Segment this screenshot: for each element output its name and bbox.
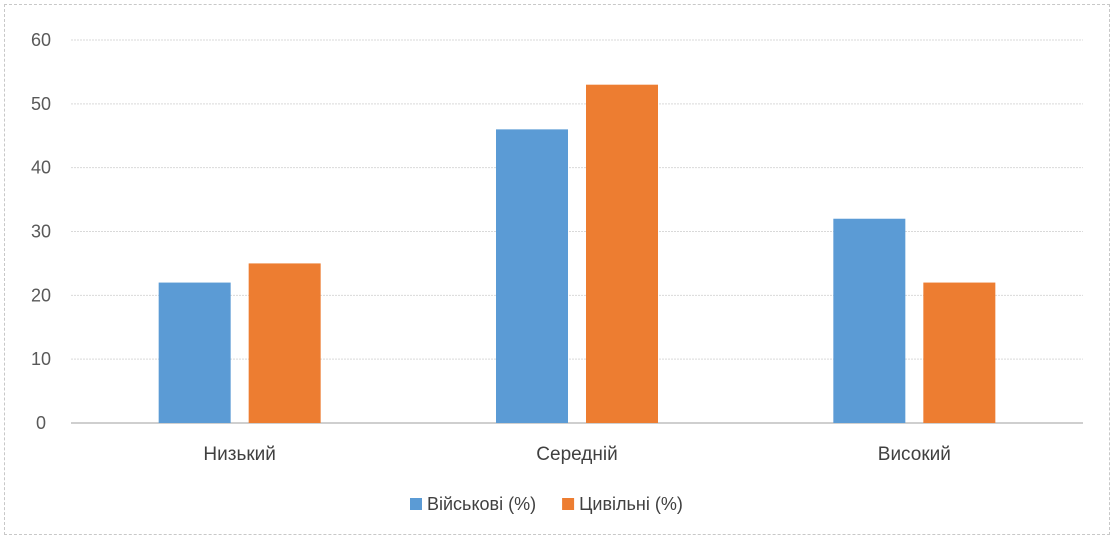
x-tick-label: Низький (203, 444, 275, 465)
bars (158, 84, 996, 423)
y-tick-label: 30 (31, 222, 51, 242)
y-tick-label: 50 (31, 94, 51, 114)
bar-series-2 (586, 84, 658, 423)
x-axis-labels: Низький Середній Високий (203, 444, 950, 465)
y-tick-label: 60 (31, 30, 51, 50)
y-tick-label: 40 (31, 158, 51, 178)
bar-series-2 (923, 282, 996, 423)
x-tick-label: Високий (878, 444, 951, 465)
y-tick-label: 0 (36, 413, 46, 433)
y-tick-label: 20 (31, 285, 51, 305)
legend-swatch (562, 498, 575, 510)
legend-swatch (410, 498, 422, 510)
legend: Військові (%) Цивільні (%) (410, 494, 683, 514)
bar-series-1 (158, 282, 231, 423)
y-tick-label: 10 (31, 349, 51, 369)
bar-series-1 (833, 218, 906, 423)
x-tick-label: Середній (536, 444, 617, 465)
bar-chart: 0 10 20 30 40 50 60 Низький Середній Високий Вій… (31, 30, 1083, 514)
bar-series-2 (248, 263, 321, 423)
chart-container: 0 10 20 30 40 50 60 Низький Середній Високий Вій… (4, 4, 1110, 535)
y-axis-ticks: 0 10 20 30 40 50 60 (31, 30, 51, 433)
legend-label: Військові (%) (427, 494, 536, 514)
gridlines (71, 39, 1083, 424)
bar-series-1 (496, 129, 568, 423)
legend-label: Цивільні (%) (579, 494, 683, 514)
